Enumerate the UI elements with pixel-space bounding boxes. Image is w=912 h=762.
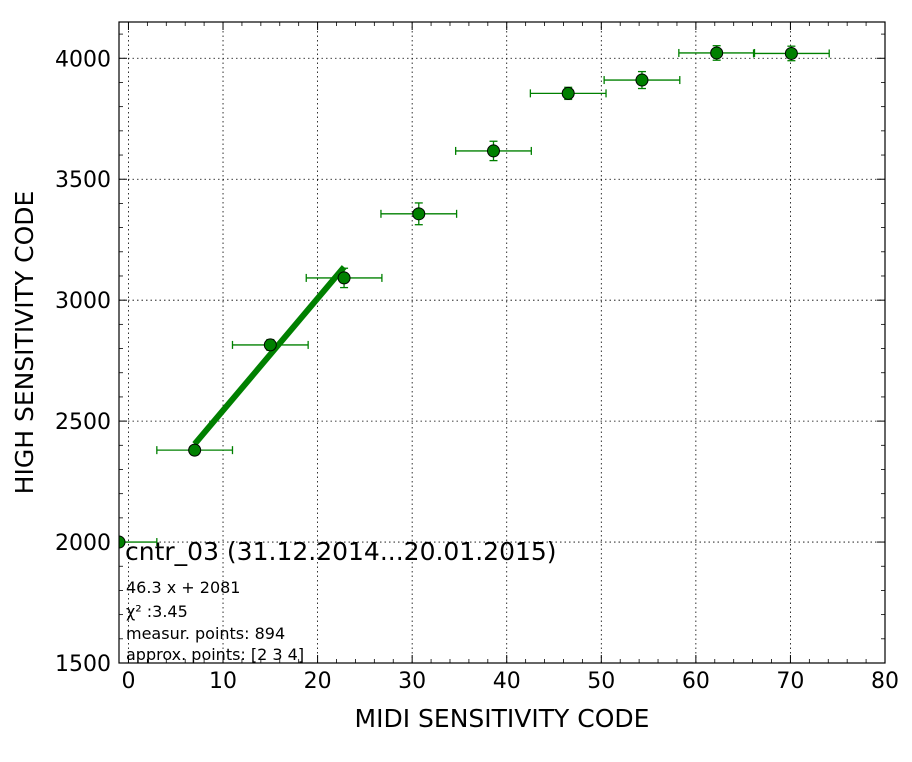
data-point (337, 271, 351, 285)
plot-frame (118, 21, 886, 664)
x-tick-label: 80 (871, 669, 899, 694)
error-bars (119, 45, 830, 547)
fit-line (192, 265, 347, 447)
minor-ticks (119, 22, 885, 663)
fit-line-group (192, 265, 347, 447)
data-point (561, 86, 575, 100)
x-tick-label: 50 (587, 669, 615, 694)
x-tick-label: 20 (304, 669, 332, 694)
y-axis-label: HIGH SENSITIVITY CODE (10, 191, 39, 495)
x-axis-label: MIDI SENSITIVITY CODE (355, 704, 650, 733)
x-axis-ticks: 0 10 20 30 40 50 60 70 80 (121, 22, 899, 694)
annotation-title: cntr_03 (31.12.2014...20.01.2015) (125, 537, 557, 566)
x-tick-label: 70 (776, 669, 804, 694)
data-point (119, 535, 126, 549)
y-tick-label: 3500 (55, 168, 111, 193)
x-tick-label: 10 (209, 669, 237, 694)
y-tick-label: 2000 (55, 531, 111, 556)
x-tick-label: 30 (398, 669, 426, 694)
x-tick-label: 0 (121, 669, 135, 694)
data-point (784, 46, 798, 60)
annotation-chi2: χ² :3.45 (126, 602, 188, 621)
y-axis-ticks: 1500 2000 2500 3000 3500 4000 (55, 47, 885, 677)
data-point (263, 338, 277, 352)
data-points (119, 46, 798, 549)
annotation-measured-points: measur. points: 894 (126, 624, 285, 643)
y-tick-label: 2500 (55, 410, 111, 435)
data-point (486, 144, 500, 158)
data-point (188, 443, 202, 457)
y-tick-label: 3000 (55, 289, 111, 314)
annotation-equation: 46.3 x + 2081 (126, 578, 240, 597)
grid-lines (119, 22, 885, 663)
data-point (412, 207, 426, 221)
data-point (635, 73, 649, 87)
data-point (710, 46, 724, 60)
x-tick-label: 40 (493, 669, 521, 694)
annotation-approx-points: approx. points: [2 3 4] (126, 645, 304, 664)
x-tick-label: 60 (682, 669, 710, 694)
y-tick-label: 1500 (55, 652, 111, 677)
y-tick-label: 4000 (55, 47, 111, 72)
